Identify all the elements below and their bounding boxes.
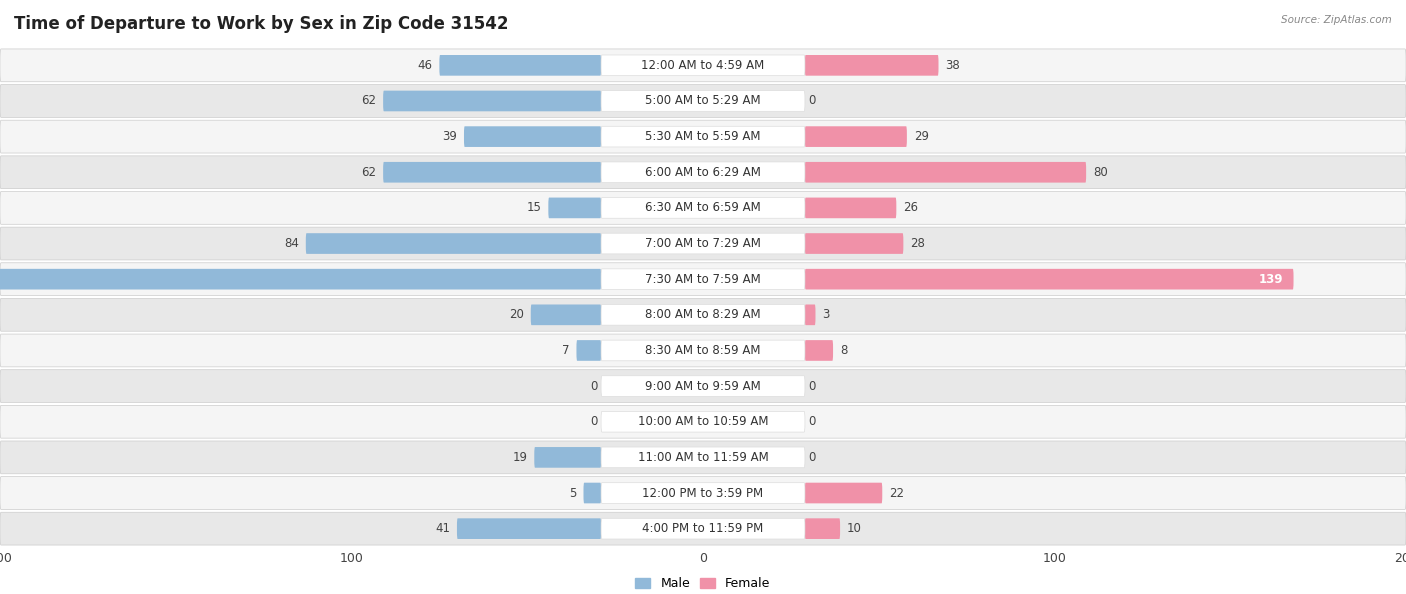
Legend: Male, Female: Male, Female: [630, 572, 776, 594]
FancyBboxPatch shape: [457, 519, 602, 539]
FancyBboxPatch shape: [0, 441, 1406, 474]
Text: 139: 139: [1258, 273, 1282, 286]
Text: Time of Departure to Work by Sex in Zip Code 31542: Time of Departure to Work by Sex in Zip …: [14, 15, 509, 33]
Text: 11:00 AM to 11:59 AM: 11:00 AM to 11:59 AM: [638, 451, 768, 464]
Text: 0: 0: [591, 415, 598, 428]
FancyBboxPatch shape: [307, 233, 602, 254]
FancyBboxPatch shape: [602, 55, 804, 75]
Text: 41: 41: [434, 522, 450, 535]
FancyBboxPatch shape: [602, 162, 804, 182]
FancyBboxPatch shape: [804, 162, 1087, 182]
Text: 7:30 AM to 7:59 AM: 7:30 AM to 7:59 AM: [645, 273, 761, 286]
FancyBboxPatch shape: [602, 305, 804, 325]
FancyBboxPatch shape: [602, 519, 804, 539]
FancyBboxPatch shape: [0, 269, 602, 289]
Text: 8:30 AM to 8:59 AM: 8:30 AM to 8:59 AM: [645, 344, 761, 357]
Text: 46: 46: [418, 59, 433, 72]
Text: 0: 0: [808, 380, 815, 393]
FancyBboxPatch shape: [382, 162, 602, 182]
Text: 8: 8: [841, 344, 848, 357]
Text: Source: ZipAtlas.com: Source: ZipAtlas.com: [1281, 15, 1392, 25]
FancyBboxPatch shape: [0, 227, 1406, 260]
FancyBboxPatch shape: [804, 340, 832, 361]
Text: 12:00 AM to 4:59 AM: 12:00 AM to 4:59 AM: [641, 59, 765, 72]
FancyBboxPatch shape: [804, 55, 939, 75]
FancyBboxPatch shape: [0, 84, 1406, 118]
Text: 5: 5: [569, 486, 576, 500]
Text: 7: 7: [562, 344, 569, 357]
FancyBboxPatch shape: [576, 340, 602, 361]
FancyBboxPatch shape: [583, 483, 602, 503]
Text: 62: 62: [361, 94, 375, 108]
FancyBboxPatch shape: [602, 269, 804, 289]
FancyBboxPatch shape: [602, 91, 804, 111]
Text: 0: 0: [808, 451, 815, 464]
Text: 6:00 AM to 6:29 AM: 6:00 AM to 6:29 AM: [645, 166, 761, 179]
FancyBboxPatch shape: [534, 447, 602, 467]
Text: 62: 62: [361, 166, 375, 179]
FancyBboxPatch shape: [0, 476, 1406, 510]
Text: 84: 84: [284, 237, 298, 250]
FancyBboxPatch shape: [464, 127, 602, 147]
Text: 38: 38: [945, 59, 960, 72]
FancyBboxPatch shape: [804, 233, 904, 254]
Text: 39: 39: [441, 130, 457, 143]
FancyBboxPatch shape: [602, 447, 804, 467]
FancyBboxPatch shape: [804, 198, 897, 218]
FancyBboxPatch shape: [0, 512, 1406, 545]
FancyBboxPatch shape: [602, 412, 804, 432]
Text: 8:00 AM to 8:29 AM: 8:00 AM to 8:29 AM: [645, 308, 761, 321]
FancyBboxPatch shape: [602, 376, 804, 396]
Text: 29: 29: [914, 130, 929, 143]
Text: 4:00 PM to 11:59 PM: 4:00 PM to 11:59 PM: [643, 522, 763, 535]
FancyBboxPatch shape: [0, 49, 1406, 82]
FancyBboxPatch shape: [804, 127, 907, 147]
Text: 26: 26: [904, 201, 918, 214]
Text: 9:00 AM to 9:59 AM: 9:00 AM to 9:59 AM: [645, 380, 761, 393]
Text: 10:00 AM to 10:59 AM: 10:00 AM to 10:59 AM: [638, 415, 768, 428]
FancyBboxPatch shape: [602, 198, 804, 218]
Text: 15: 15: [526, 201, 541, 214]
FancyBboxPatch shape: [0, 369, 1406, 403]
FancyBboxPatch shape: [602, 127, 804, 147]
Text: 80: 80: [1094, 166, 1108, 179]
Text: 0: 0: [591, 380, 598, 393]
FancyBboxPatch shape: [602, 483, 804, 503]
Text: 28: 28: [911, 237, 925, 250]
FancyBboxPatch shape: [804, 269, 1294, 289]
FancyBboxPatch shape: [0, 120, 1406, 153]
FancyBboxPatch shape: [0, 263, 1406, 296]
Text: 7:00 AM to 7:29 AM: 7:00 AM to 7:29 AM: [645, 237, 761, 250]
FancyBboxPatch shape: [804, 305, 815, 325]
Text: 0: 0: [808, 415, 815, 428]
FancyBboxPatch shape: [382, 91, 602, 111]
Text: 5:00 AM to 5:29 AM: 5:00 AM to 5:29 AM: [645, 94, 761, 108]
Text: 6:30 AM to 6:59 AM: 6:30 AM to 6:59 AM: [645, 201, 761, 214]
Text: 20: 20: [509, 308, 524, 321]
FancyBboxPatch shape: [602, 233, 804, 254]
Text: 12:00 PM to 3:59 PM: 12:00 PM to 3:59 PM: [643, 486, 763, 500]
FancyBboxPatch shape: [804, 519, 841, 539]
Text: 5:30 AM to 5:59 AM: 5:30 AM to 5:59 AM: [645, 130, 761, 143]
Text: 10: 10: [846, 522, 862, 535]
FancyBboxPatch shape: [602, 340, 804, 361]
Text: 22: 22: [890, 486, 904, 500]
FancyBboxPatch shape: [804, 483, 883, 503]
FancyBboxPatch shape: [0, 298, 1406, 331]
Text: 3: 3: [823, 308, 830, 321]
FancyBboxPatch shape: [0, 191, 1406, 225]
FancyBboxPatch shape: [548, 198, 602, 218]
FancyBboxPatch shape: [0, 405, 1406, 438]
Text: 19: 19: [512, 451, 527, 464]
FancyBboxPatch shape: [0, 334, 1406, 367]
FancyBboxPatch shape: [531, 305, 602, 325]
FancyBboxPatch shape: [439, 55, 602, 75]
Text: 0: 0: [808, 94, 815, 108]
FancyBboxPatch shape: [0, 156, 1406, 189]
